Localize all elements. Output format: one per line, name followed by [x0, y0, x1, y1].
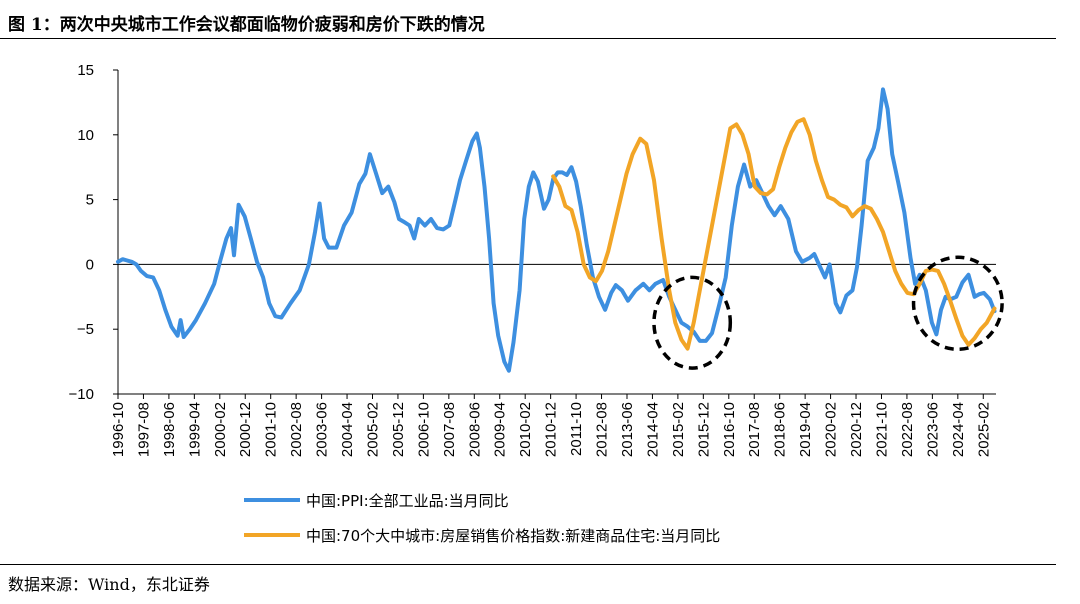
x-tick-label: 2023-06	[924, 402, 941, 457]
legend-label-ppi: 中国:PPI:全部工业品:当月同比	[306, 492, 509, 510]
x-tick-label: 2016-10	[721, 402, 738, 457]
x-tick-label: 2014-04	[644, 402, 661, 457]
x-tick-label: 2017-08	[746, 402, 763, 457]
y-tick-label: −5	[77, 321, 94, 338]
x-tick-label: 2022-08	[899, 402, 916, 457]
dashed-circle-2	[911, 255, 1004, 352]
x-tick-label: 2015-02	[670, 402, 687, 457]
x-tick-label: 2012-08	[594, 402, 611, 457]
x-tick-label: 2010-02	[517, 402, 534, 457]
series-line-house	[551, 117, 997, 351]
series-lines	[116, 87, 997, 373]
x-tick-label: 2020-12	[848, 402, 865, 457]
legend-label-house: 中国:70个大中城市:房屋销售价格指数:新建商品住宅:当月同比	[306, 527, 720, 545]
x-tick-label: 2015-12	[695, 402, 712, 457]
x-tick-label: 2003-06	[314, 402, 331, 457]
annotation-circles	[652, 255, 1004, 370]
x-tick-label: 2024-04	[950, 402, 967, 457]
y-tick-label: 0	[86, 256, 94, 273]
legend: 中国:PPI:全部工业品:当月同比 中国:70个大中城市:房屋销售价格指数:新建…	[244, 492, 720, 545]
y-tick-label: 15	[77, 62, 94, 79]
x-tick-label: 2002-08	[288, 402, 305, 457]
figure-title: 图 1：两次中央城市工作会议都面临物价疲弱和房价下跌的情况	[8, 15, 485, 35]
x-tick-label: 2006-10	[415, 402, 432, 457]
x-tick-label: 2013-06	[619, 402, 636, 457]
y-tick-label: 5	[86, 192, 94, 209]
x-tick-label: 2018-06	[772, 402, 789, 457]
x-tick-label: 2004-04	[339, 402, 356, 457]
x-tick-label: 2007-08	[441, 402, 458, 457]
x-tick-label: 1999-04	[186, 402, 203, 457]
x-tick-label: 2005-02	[364, 402, 381, 457]
x-tick-label: 2019-04	[797, 402, 814, 457]
series-line-ppi	[116, 87, 997, 373]
x-tick-label: 1996-10	[110, 402, 127, 457]
x-tick-label: 2001-10	[263, 402, 280, 457]
source-note: 数据来源：Wind，东北证券	[8, 575, 210, 594]
dashed-circle-1	[652, 275, 733, 370]
y-tick-label: 10	[77, 127, 94, 144]
axes: 15 10 5 0 −5 −10 1996-10 1997-08 1998-06 1999-04 2…	[69, 62, 996, 457]
title-rule	[0, 38, 1056, 39]
x-tick-label: 1997-08	[135, 402, 152, 457]
x-tick-label: 2025-02	[975, 402, 992, 457]
x-tick-label: 1998-06	[161, 402, 178, 457]
source-rule	[0, 564, 1056, 565]
x-tick-label: 2020-02	[823, 402, 840, 457]
x-tick-label: 2000-12	[237, 402, 254, 457]
x-tick-label: 2005-12	[390, 402, 407, 457]
x-tick-label: 2021-10	[873, 402, 890, 457]
x-tick-label: 2008-06	[466, 402, 483, 457]
x-tick-label: 2010-12	[543, 402, 560, 457]
x-tick-label: 2011-10	[568, 402, 585, 456]
x-tick-label: 2000-02	[212, 402, 229, 457]
x-tick-label: 2009-04	[492, 402, 509, 457]
y-tick-label: −10	[69, 386, 94, 403]
